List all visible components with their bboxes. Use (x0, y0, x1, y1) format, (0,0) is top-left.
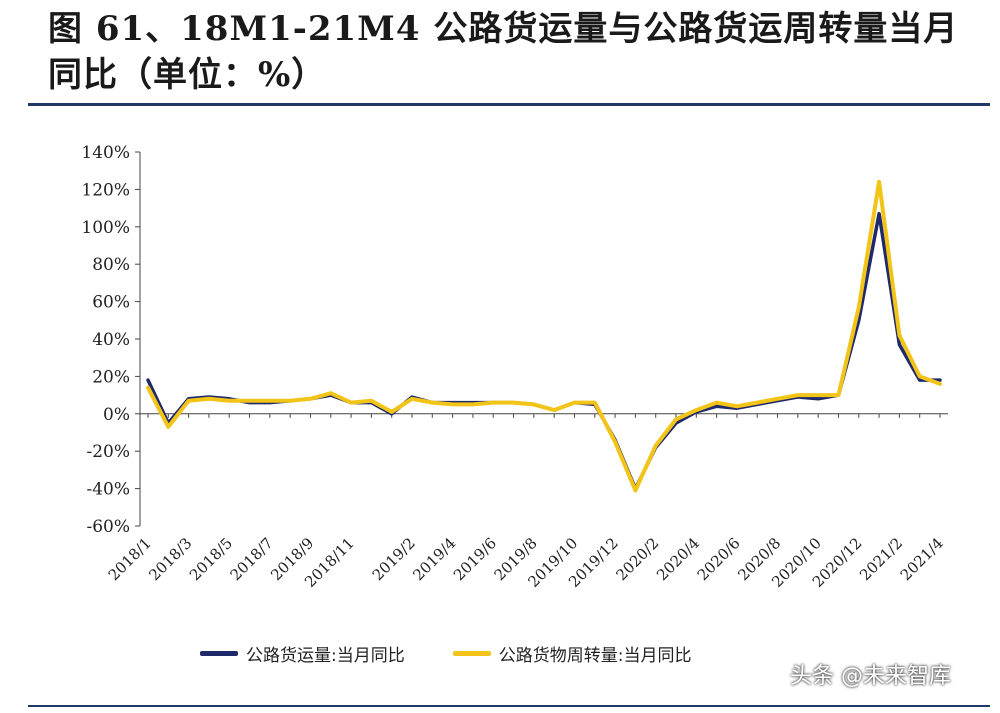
chart-area: 140% 120% 100% 80% 60% 40% 20% 0% -20% -40% -60% 2… (0, 110, 1000, 670)
x-tick-label: 2018/5 (186, 534, 236, 584)
legend-swatch-freight-turnover (452, 650, 491, 656)
y-tick-label: 100% (81, 218, 130, 238)
legend: 公路货运量:当月同比 公路货物周转量:当月同比 (200, 638, 691, 668)
y-tick-label: -20% (86, 442, 130, 462)
series-line-freight-volume (146, 211, 942, 491)
x-tick-label: 2018/3 (145, 534, 195, 584)
y-tick-label: 140% (81, 143, 130, 163)
bottom-divider (28, 705, 990, 707)
y-tick-label: 80% (92, 255, 130, 275)
legend-label-freight-turnover: 公路货物周转量:当月同比 (498, 645, 692, 666)
chart-title: 图 61、18M1-21M4 公路货运量与公路货运周转量当月同比（单位：%） (48, 9, 959, 95)
y-tick-label: -40% (86, 480, 130, 500)
title-divider (28, 103, 990, 106)
y-tick-label: 20% (92, 367, 130, 387)
legend-swatch-freight-volume (200, 650, 238, 656)
line-chart: 140% 120% 100% 80% 60% 40% 20% 0% -20% -40% -60% 2… (81, 143, 948, 591)
y-tick-label: 60% (92, 293, 130, 313)
x-tick-label: 2018/1 (105, 534, 155, 584)
legend-item-freight-turnover: 公路货物周转量:当月同比 (452, 641, 692, 666)
x-tick-label: 2018/7 (227, 534, 277, 584)
series-line-freight-turnover (146, 179, 942, 493)
legend-item-freight-volume: 公路货运量:当月同比 (200, 641, 405, 666)
x-tick-label: 2019/2 (369, 534, 419, 584)
y-axis: 140% 120% 100% 80% 60% 40% 20% 0% -20% -40% -60% (81, 143, 141, 537)
y-tick-label: 120% (81, 180, 130, 200)
x-tick-label: 2020/6 (694, 534, 744, 584)
y-tick-label: 0% (103, 405, 130, 425)
x-tick-label: 2020/2 (612, 534, 662, 584)
series-layer (146, 179, 942, 493)
x-tick-label: 2019/6 (450, 534, 500, 584)
y-tick-label: 40% (92, 330, 130, 350)
legend-label-freight-volume: 公路货运量:当月同比 (246, 645, 405, 666)
x-tick-label: 2021/4 (897, 534, 947, 584)
x-tick-label: 2020/4 (653, 534, 703, 584)
y-tick-label: -60% (86, 517, 130, 537)
x-tick-label: 2021/2 (856, 534, 906, 584)
x-tick-label: 2019/4 (409, 534, 459, 584)
watermark: 头条 @未来智库 (790, 664, 951, 689)
